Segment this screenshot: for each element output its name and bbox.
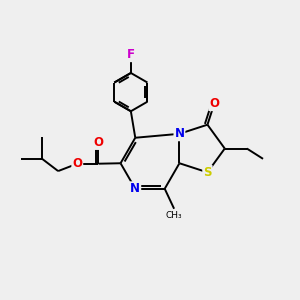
Text: F: F <box>127 48 135 61</box>
Text: S: S <box>203 166 212 179</box>
Text: O: O <box>72 157 82 170</box>
Text: O: O <box>209 97 219 110</box>
Text: O: O <box>94 136 103 149</box>
Text: N: N <box>130 182 140 195</box>
Text: N: N <box>174 127 184 140</box>
Text: CH₃: CH₃ <box>166 211 182 220</box>
